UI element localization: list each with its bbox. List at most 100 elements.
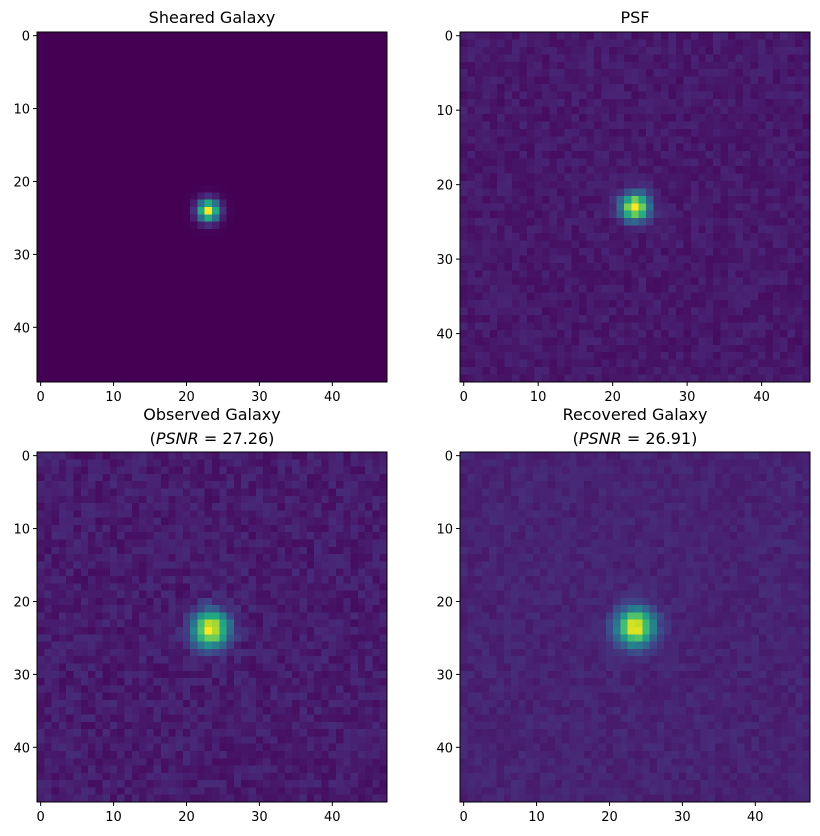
heatmap-cell	[504, 314, 513, 324]
heatmap-cell	[497, 352, 506, 361]
heatmap-cell	[698, 285, 707, 294]
heatmap-cell	[579, 61, 588, 70]
heatmap-cell	[549, 352, 558, 361]
heatmap-cell	[365, 272, 374, 281]
heatmap-cell	[292, 126, 301, 135]
heatmap-cell	[646, 166, 655, 175]
heatmap-cell	[343, 352, 352, 361]
heatmap-cell	[742, 262, 752, 271]
heatmap-cell	[372, 481, 381, 490]
heatmap-cell	[190, 68, 199, 77]
heatmap-cell	[720, 352, 729, 361]
heatmap-cell	[653, 173, 662, 182]
heatmap-cell	[131, 228, 140, 237]
heatmap-cell	[306, 258, 315, 266]
heatmap-cell	[772, 255, 781, 264]
heatmap-cell	[467, 314, 476, 324]
heatmap-cell	[765, 54, 774, 63]
heatmap-cell	[534, 255, 543, 264]
heatmap-cell	[233, 495, 242, 504]
heatmap-cell	[780, 300, 789, 309]
heatmap-cell	[335, 104, 344, 113]
heatmap-cell	[601, 233, 610, 242]
heatmap-cell	[631, 240, 640, 249]
heatmap-cell	[787, 352, 796, 361]
heatmap-cell	[255, 177, 264, 186]
heatmap-cell	[226, 360, 235, 369]
heatmap-cell	[109, 61, 118, 70]
heatmap-cell	[720, 136, 729, 145]
heatmap-cell	[556, 218, 565, 227]
heatmap-cell	[270, 360, 279, 369]
heatmap-cell	[343, 258, 352, 266]
heatmap-cell	[153, 301, 162, 310]
heatmap-cell	[795, 54, 804, 63]
heatmap-cell	[474, 106, 483, 115]
heatmap-cell	[44, 104, 53, 113]
heatmap-cell	[175, 367, 184, 376]
heatmap-cell	[772, 300, 781, 309]
heatmap-cell	[556, 180, 565, 189]
heatmap-cell	[541, 76, 550, 85]
heatmap-cell	[675, 188, 685, 197]
heatmap-cell	[728, 270, 737, 279]
heatmap-cell	[668, 188, 677, 197]
heatmap-cell	[95, 83, 104, 91]
heatmap-cell	[233, 112, 242, 121]
heatmap-cell	[131, 294, 140, 303]
heatmap-cell	[357, 272, 366, 281]
heatmap-cell	[713, 99, 722, 108]
heatmap-cell	[102, 185, 111, 194]
heatmap-cell	[182, 279, 191, 288]
heatmap-cell	[88, 221, 96, 230]
heatmap-cell	[263, 207, 271, 215]
heatmap-cell	[212, 338, 220, 347]
heatmap-cell	[357, 345, 366, 354]
heatmap-cell	[270, 199, 279, 208]
heatmap-cell	[241, 466, 250, 475]
heatmap-cell	[314, 236, 322, 245]
heatmap-cell	[80, 374, 89, 383]
heatmap-cell	[58, 46, 67, 55]
heatmap-cell	[44, 272, 53, 281]
heatmap-cell	[571, 359, 580, 368]
heatmap-cell	[219, 228, 228, 237]
heatmap-cell	[314, 452, 322, 460]
heatmap-cell	[73, 265, 82, 274]
heatmap-cell	[233, 61, 242, 70]
heatmap-cell	[661, 329, 670, 338]
heatmap-cell	[175, 309, 184, 317]
heatmap-cell	[497, 210, 506, 219]
heatmap-cell	[44, 199, 53, 208]
heatmap-cell	[270, 90, 279, 99]
heatmap-cell	[197, 488, 206, 497]
heatmap-cell	[372, 272, 381, 281]
heatmap-cell	[197, 141, 206, 150]
heatmap-cell	[802, 225, 811, 234]
heatmap-cell	[802, 359, 811, 368]
heatmap-cell	[335, 338, 344, 347]
heatmap-cell	[124, 75, 133, 84]
heatmap-cell	[512, 195, 521, 204]
heatmap-cell	[504, 344, 513, 353]
heatmap-cell	[117, 141, 126, 150]
heatmap-cell	[357, 170, 366, 179]
heatmap-cell	[292, 495, 301, 504]
heatmap-cell	[675, 106, 685, 115]
heatmap-cell	[638, 300, 647, 309]
heatmap-cell	[292, 61, 301, 70]
heatmap-cell	[350, 265, 359, 274]
heatmap-cell	[594, 106, 603, 115]
heatmap-cell	[772, 54, 781, 63]
heatmap-cell	[182, 374, 191, 383]
heatmap-cell	[638, 233, 647, 242]
heatmap-cell	[579, 151, 588, 160]
heatmap-cell	[365, 352, 374, 361]
heatmap-cell	[541, 314, 550, 324]
heatmap-cell	[248, 488, 257, 497]
heatmap-cell	[705, 113, 714, 122]
heatmap-cell	[321, 192, 330, 201]
heatmap-cell	[233, 345, 242, 354]
heatmap-cell	[80, 119, 89, 128]
heatmap-cell	[365, 360, 374, 369]
